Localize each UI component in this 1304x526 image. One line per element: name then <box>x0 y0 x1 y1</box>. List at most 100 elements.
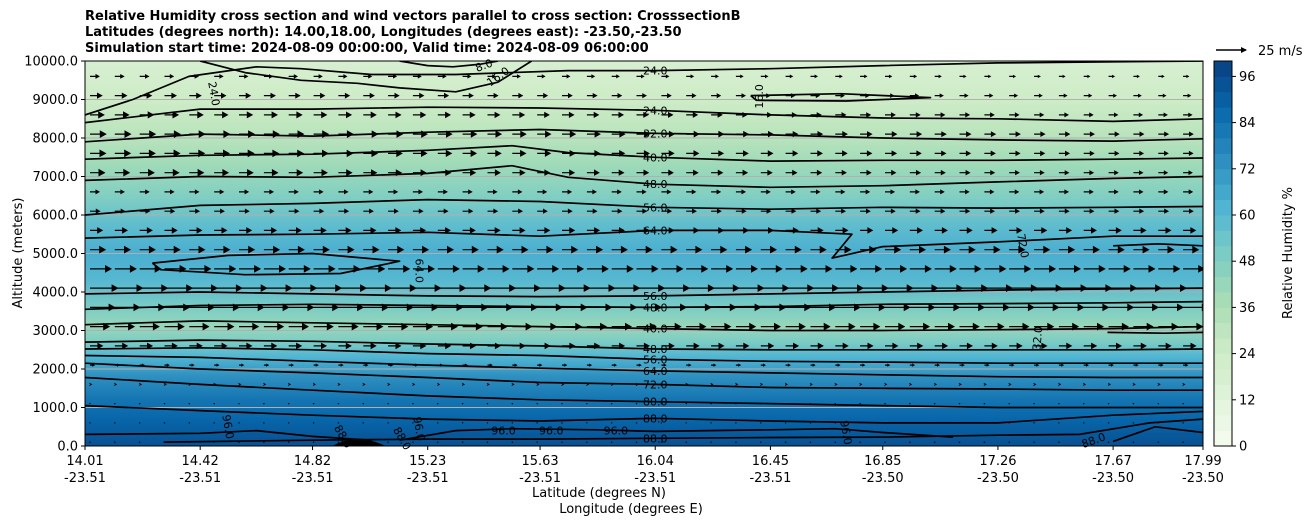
wind-vector <box>1108 74 1116 79</box>
wind-vector <box>537 303 563 312</box>
x-tick-label-lon: -23.51 <box>519 471 561 486</box>
wind-vector <box>1034 227 1048 234</box>
x-tick-label-lon: -23.50 <box>862 471 904 486</box>
wind-vector <box>288 322 309 331</box>
wind-vector <box>487 265 510 273</box>
wind-vector <box>760 227 774 234</box>
wind-vector <box>114 111 130 119</box>
wind-vector <box>909 169 922 176</box>
wind-vector <box>959 265 982 273</box>
wind-vector <box>90 284 119 292</box>
wind-vector <box>1182 441 1184 443</box>
wind-vector <box>835 93 845 98</box>
wind-vector <box>586 130 601 138</box>
contour-label: 88.0 <box>643 412 668 425</box>
wind-vector <box>735 227 750 234</box>
wind-vector <box>263 189 274 195</box>
wind-vector <box>810 112 822 118</box>
wind-vector <box>114 74 125 79</box>
wind-vector <box>138 402 141 405</box>
wind-vector <box>760 363 766 367</box>
wind-vector <box>312 402 315 405</box>
wind-vector <box>388 227 402 234</box>
wind-vector <box>810 169 823 176</box>
wind-vector <box>462 111 476 119</box>
wind-vector <box>1083 208 1095 214</box>
wind-vector <box>164 74 175 79</box>
colorbar-band <box>1214 415 1232 431</box>
wind-vector <box>263 303 290 312</box>
wind-vector <box>1183 150 1194 156</box>
wind-vector <box>835 169 847 176</box>
wind-vector <box>139 382 143 386</box>
wind-vector <box>1183 131 1194 137</box>
contour-label-text: 40.0 <box>643 323 668 336</box>
wind-vector <box>164 111 180 119</box>
wind-vector <box>562 265 585 273</box>
contour-label: 96.0 <box>539 425 564 438</box>
wind-vector <box>885 227 899 234</box>
wind-vector <box>1034 303 1060 312</box>
y-tick-label: 4000.0 <box>33 286 79 301</box>
wind-vector <box>387 382 391 386</box>
wind-vector <box>487 74 497 79</box>
wind-vector <box>860 284 889 292</box>
wind-vector <box>163 402 166 405</box>
wind-vector <box>959 303 986 312</box>
wind-vector <box>1083 363 1089 367</box>
wind-vector <box>586 265 609 273</box>
wind-vector <box>412 92 425 99</box>
wind-vector <box>239 111 254 119</box>
wind-vector <box>114 265 137 273</box>
wind-vector <box>711 130 725 138</box>
wind-vector <box>1108 342 1122 350</box>
wind-vector <box>1158 112 1168 118</box>
wind-vector <box>537 111 550 118</box>
wind-vector <box>338 303 365 312</box>
wind-vector <box>461 422 464 424</box>
wind-vector <box>810 74 818 79</box>
wind-vector <box>487 322 508 331</box>
wind-vector <box>1132 422 1135 424</box>
colorbar-band <box>1214 76 1232 93</box>
wind-vector <box>214 149 230 158</box>
wind-vector <box>486 382 490 386</box>
wind-vector <box>760 189 771 195</box>
wind-vector <box>909 208 921 214</box>
wind-vector <box>537 284 566 292</box>
wind-vector <box>1183 303 1203 312</box>
x-tick-label-lat: 15.23 <box>409 454 446 469</box>
wind-vector <box>512 208 523 214</box>
wind-vector <box>810 189 821 195</box>
colorbar-band <box>1214 199 1232 216</box>
wind-vector <box>1009 342 1023 350</box>
wind-vector <box>239 208 250 214</box>
wind-vector <box>338 363 344 367</box>
wind-vector <box>711 342 725 350</box>
wind-vector <box>1183 227 1197 234</box>
colorbar-band <box>1214 153 1232 170</box>
wind-vector <box>711 150 725 157</box>
wind-vector <box>561 382 565 386</box>
wind-vector <box>487 227 501 234</box>
wind-vector <box>686 284 715 292</box>
wind-vector <box>809 422 812 424</box>
wind-vector <box>686 342 700 350</box>
wind-vector <box>710 402 712 405</box>
wind-vector <box>860 265 883 273</box>
wind-vector <box>586 245 604 254</box>
wind-vector <box>437 322 459 331</box>
y-tick-label: 5000.0 <box>33 247 79 262</box>
wind-vector <box>611 111 624 118</box>
wind-vector <box>884 382 888 386</box>
contour-line-32.0 <box>1107 331 1203 335</box>
wind-vector <box>934 169 946 176</box>
wind-vector <box>909 189 920 195</box>
contour-label: 64.0 <box>412 259 425 284</box>
wind-vector <box>1058 74 1066 79</box>
wind-vector <box>511 441 514 443</box>
wind-vector <box>934 303 961 312</box>
colorbar-tick-label: 96 <box>1239 70 1256 85</box>
wind-vector <box>735 150 749 157</box>
wind-vector <box>859 402 861 405</box>
